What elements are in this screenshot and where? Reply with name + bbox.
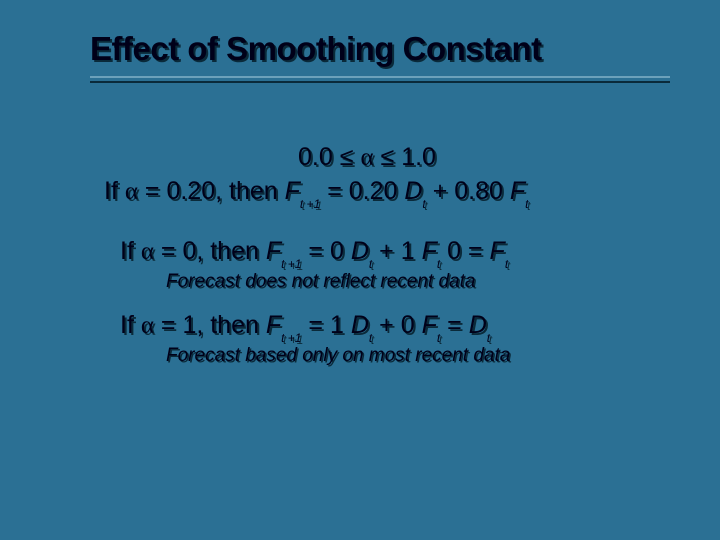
c2-sub1: t +1	[281, 257, 301, 271]
rule-light	[90, 76, 670, 78]
c1-eq: = 0.20, then	[138, 177, 285, 205]
c2-plus: + 1	[372, 237, 421, 265]
c3-subF: t	[437, 331, 440, 345]
c2-mid: = 0	[301, 237, 350, 265]
rule-dark	[90, 81, 670, 83]
c3-mid: = 1	[301, 311, 350, 339]
c1-plus: + 0.80	[426, 177, 510, 205]
c3-F2: F	[422, 311, 437, 339]
c3-plus: + 0	[372, 311, 421, 339]
c2-alpha: α	[141, 238, 154, 265]
c3-eq: = 1, then	[154, 311, 266, 339]
c1-F: F	[285, 177, 300, 205]
block-case3: If α = 1, then Ft +1 = 1 Dt + 0 Ft = Dt …	[104, 309, 670, 367]
slide: Effect of Smoothing Constant 0.0 ≤ α ≤ 1…	[0, 0, 720, 540]
range-low: 0.0	[298, 143, 333, 171]
case3-line: If α = 1, then Ft +1 = 1 Dt + 0 Ft = Dt	[120, 309, 670, 343]
range-line: 0.0 ≤ α ≤ 1.0	[104, 141, 670, 175]
c1-sub1: t +1	[300, 197, 320, 211]
c3-D2: D	[469, 311, 487, 339]
c2-prefix: If	[120, 237, 141, 265]
c2-zero: 0 =	[440, 237, 489, 265]
c1-alpha: α	[125, 178, 138, 205]
block-case2: If α = 0, then Ft +1 = 0 Dt + 1 Ft 0 = F…	[104, 235, 670, 293]
case1-line: If α = 0.20, then Ft +1 = 0.20 Dt + 0.80…	[104, 175, 670, 209]
case2-line: If α = 0, then Ft +1 = 0 Dt + 1 Ft 0 = F…	[120, 235, 670, 269]
c2-F3: F	[490, 237, 505, 265]
c2-D: D	[351, 237, 369, 265]
c1-prefix: If	[104, 177, 125, 205]
c2-subF: t	[437, 257, 440, 271]
range-high: 1.0	[401, 143, 436, 171]
c2-F2: F	[422, 237, 437, 265]
c3-subD: t	[369, 331, 372, 345]
title-rules	[90, 76, 670, 83]
c3-alpha: α	[141, 312, 154, 339]
slide-title: Effect of Smoothing Constant	[90, 30, 670, 68]
range-alpha: α	[360, 144, 373, 171]
c3-sub1: t +1	[281, 331, 301, 345]
c3-subD2: t	[487, 331, 490, 345]
c3-eq2: =	[440, 311, 469, 339]
c2-subD: t	[369, 257, 372, 271]
case3-note: Forecast based only on most recent data	[120, 345, 670, 367]
range-le1: ≤	[340, 143, 354, 171]
c3-F: F	[266, 311, 281, 339]
c1-subD: t	[422, 197, 425, 211]
c1-F2: F	[510, 177, 525, 205]
c3-prefix: If	[120, 311, 141, 339]
range-le2: ≤	[381, 143, 395, 171]
slide-content: 0.0 ≤ α ≤ 1.0 If α = 0.20, then Ft +1 = …	[90, 105, 670, 367]
c3-D: D	[351, 311, 369, 339]
c2-eq: = 0, then	[154, 237, 266, 265]
c2-F: F	[266, 237, 281, 265]
c2-subF3: t	[505, 257, 508, 271]
case2-note: Forecast does not reflect recent data	[120, 271, 670, 293]
c1-subF: t	[525, 197, 528, 211]
c1-D: D	[404, 177, 422, 205]
block-range: 0.0 ≤ α ≤ 1.0 If α = 0.20, then Ft +1 = …	[104, 141, 670, 209]
c1-mid: = 0.20	[320, 177, 404, 205]
